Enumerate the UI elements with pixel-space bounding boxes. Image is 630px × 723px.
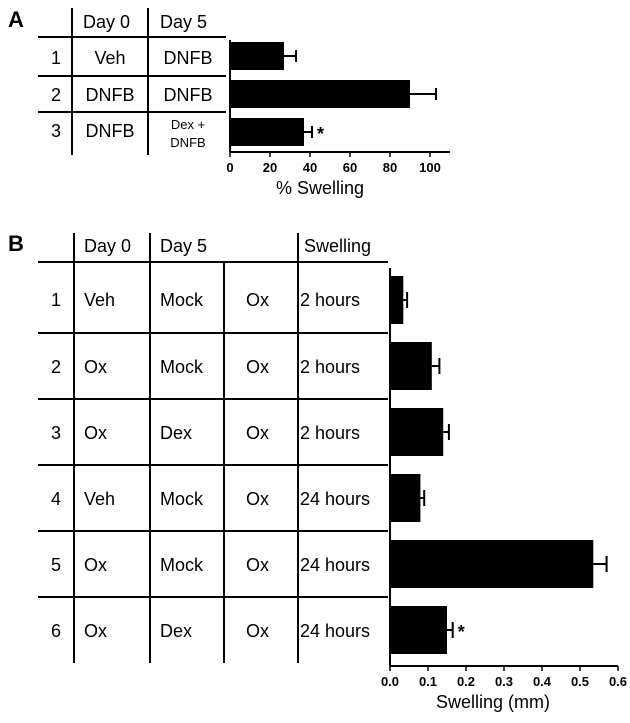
panel-b-header-swelling: Swelling [304,236,371,256]
panel-b-table [38,233,388,663]
panel-b-bar-2 [390,342,432,390]
panel-a-table [38,8,226,155]
panel-b-row-4-day5-challenge: Ox [246,489,269,509]
panel-a-row-3-day0: DNFB [86,121,135,141]
panel-b-row-4-swelling-time: 24 hours [300,489,370,509]
panel-a-chart: 0 20 40 60 80 100 % Swelling * [226,40,450,198]
panel-a-x-tick-label: 40 [303,160,317,175]
panel-b-x-tick-label: 0.5 [571,674,589,689]
panel-b-row-1-swelling-time: 2 hours [300,290,360,310]
panel-b-row-1-day5-treatment: Mock [160,290,204,310]
panel-a-row-2-day5: DNFB [164,85,213,105]
panel-b-row-6-day0: Ox [84,621,107,641]
panel-b-row-6-day5-treatment: Dex [160,621,192,641]
panel-b-table-rows: 1 Veh Mock Ox 2 hours 2 Ox Mock Ox 2 hours 3 Ox Dex O… [51,290,370,641]
panel-b-bar-5 [390,540,594,588]
panel-b-row-3-day5-treatment: Dex [160,423,192,443]
panel-b-x-tick-label: 0.1 [419,674,437,689]
panel-b-row-1-day0: Veh [84,290,115,310]
panel-b-row-6-swelling-time: 24 hours [300,621,370,641]
panel-b-row-4-day0: Veh [84,489,115,509]
panel-b-x-tick-label: 0.2 [457,674,475,689]
panel-b-chart: 0.0 0.1 0.2 0.3 0.4 0.5 0.6 Swelling (mm) * [381,268,627,712]
panel-a-x-tick-label: 20 [263,160,277,175]
panel-a-header-day5: Day 5 [160,12,207,32]
panel-b-row-1-day5-challenge: Ox [246,290,269,310]
panel-b-row-5-day5-treatment: Mock [160,555,204,575]
panel-b-row-1-num: 1 [51,290,61,310]
panel-a-bar-1 [230,42,284,70]
panel-b-header-day5: Day 5 [160,236,207,256]
panel-a-x-axis-label: % Swelling [276,178,364,198]
panel-b-significance-6: * [458,622,465,642]
panel-b-row-6-day5-challenge: Ox [246,621,269,641]
panel-b-x-tick-label: 0.4 [533,674,552,689]
panel-b-x-tick-label: 0.0 [381,674,399,689]
panel-a-significance-3: * [317,124,324,144]
panel-b-row-5-num: 5 [51,555,61,575]
panel-a-row-3-day5-line1: Dex + [171,117,205,132]
panel-a-row-2-num: 2 [51,85,61,105]
panel-a-row-1-day0: Veh [94,48,125,68]
panel-a-row-2-day0: DNFB [86,85,135,105]
panel-b-row-2-num: 2 [51,357,61,377]
panel-b-row-6-num: 6 [51,621,61,641]
panel-b-header-day0: Day 0 [84,236,131,256]
panel-b-row-4-day5-treatment: Mock [160,489,204,509]
panel-a-header-day0: Day 0 [83,12,130,32]
panel-b-x-axis-label: Swelling (mm) [436,692,550,712]
panel-b-row-3-day5-challenge: Ox [246,423,269,443]
panel-b-row-5-day5-challenge: Ox [246,555,269,575]
panel-b-row-3-num: 3 [51,423,61,443]
panel-b-row-2-day5-treatment: Mock [160,357,204,377]
panel-a-x-tick-label: 60 [343,160,357,175]
panel-b-x-tick-label: 0.3 [495,674,513,689]
panel-a-x-tick-label: 0 [226,160,233,175]
panel-b-row-5-day0: Ox [84,555,107,575]
panel-a-x-tick-label: 100 [419,160,441,175]
panel-b-bar-3 [390,408,444,456]
panel-a-row-1-day5: DNFB [164,48,213,68]
panel-b-row-4-num: 4 [51,489,61,509]
panel-a-row-1-num: 1 [51,48,61,68]
panel-b-row-5-swelling-time: 24 hours [300,555,370,575]
panel-a-x-tick-label: 80 [383,160,397,175]
panel-b-row-2-day5-challenge: Ox [246,357,269,377]
panel-b-letter: B [8,231,24,256]
panel-b-bar-1 [390,276,404,324]
panel-b-row-2-day0: Ox [84,357,107,377]
panel-a-bar-2 [230,80,410,108]
panel-b-row-3-swelling-time: 2 hours [300,423,360,443]
panel-b-bar-4 [390,474,421,522]
panel-a-row-3-num: 3 [51,121,61,141]
panel-b-x-tick-label: 0.6 [609,674,627,689]
panel-a-row-3-day5-line2: DNFB [170,135,205,150]
panel-b-bar-6 [390,606,447,654]
panel-b-row-3-day0: Ox [84,423,107,443]
panel-a-bar-3 [230,118,304,146]
panel-b-row-2-swelling-time: 2 hours [300,357,360,377]
panel-a-letter: A [8,7,24,32]
